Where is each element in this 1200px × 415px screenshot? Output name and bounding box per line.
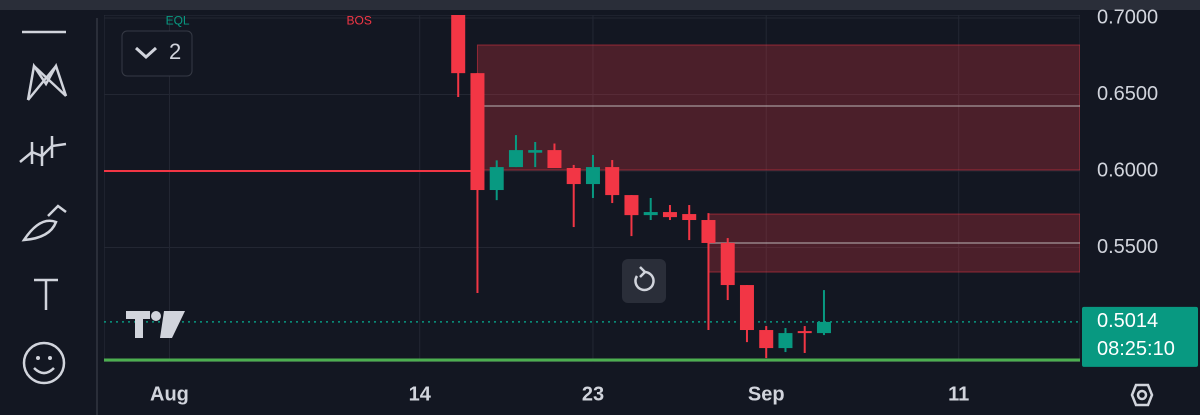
candle-body (682, 214, 697, 221)
candle-body (605, 167, 620, 196)
indicator-badge[interactable] (121, 30, 193, 77)
price-badge (1082, 306, 1198, 367)
toolbar (0, 10, 95, 415)
top-bar (0, 0, 1200, 10)
annotation: BOS (347, 13, 372, 27)
y-tick-label: 0.6500 (1097, 83, 1158, 105)
icon-brush[interactable] (21, 204, 67, 242)
logo (126, 311, 185, 338)
candle-body (489, 167, 504, 191)
candle-body (643, 212, 658, 216)
candle-body (451, 15, 466, 74)
candle-body (759, 330, 774, 349)
plot-area: EQL BOS (104, 13, 1080, 362)
icon-pattern[interactable] (26, 62, 68, 101)
emoji-eye (48, 356, 52, 360)
candle-body (778, 333, 793, 349)
candle-body (585, 167, 600, 185)
zone (476, 44, 1080, 171)
annotation: EQL (166, 13, 190, 27)
icon-indicator[interactable] (19, 136, 67, 166)
x-tick-label: Sep (748, 383, 785, 405)
reset-icon (634, 270, 655, 292)
candle-body (470, 73, 485, 191)
candle-body (797, 331, 812, 334)
x-tick-label: 14 (409, 383, 432, 405)
candle-body (816, 321, 831, 334)
icon-text[interactable] (34, 278, 58, 310)
candle-body (624, 195, 639, 216)
toolbar-icons (19, 30, 68, 385)
countdown: 08:25:10 (1097, 338, 1175, 360)
chevron (134, 46, 158, 60)
candle-body (547, 150, 562, 168)
icon-emoji[interactable] (22, 341, 66, 385)
reset-arrow (639, 266, 647, 278)
reset-button[interactable] (622, 259, 666, 303)
y-tick-label: 0.5500 (1097, 236, 1158, 258)
candle-body (701, 220, 716, 243)
x-tick-label: 11 (948, 383, 969, 405)
y-tick-label: 0.7000 (1097, 6, 1158, 28)
last-price: 0.5014 (1097, 310, 1158, 332)
candle-body (739, 285, 754, 331)
candle-body (566, 167, 581, 185)
emoji-eye (36, 356, 40, 360)
candle-body (662, 212, 677, 218)
y-tick-label: 0.6000 (1097, 159, 1158, 181)
x-tick-label: Aug (150, 383, 189, 405)
candle-body (528, 150, 543, 153)
settings-center (1136, 389, 1148, 401)
candle-body (720, 242, 735, 286)
settings-icon[interactable] (1130, 383, 1154, 407)
indicator-count: 2 (169, 39, 181, 64)
candle-body (508, 150, 523, 168)
x-tick-label: 23 (582, 383, 604, 405)
